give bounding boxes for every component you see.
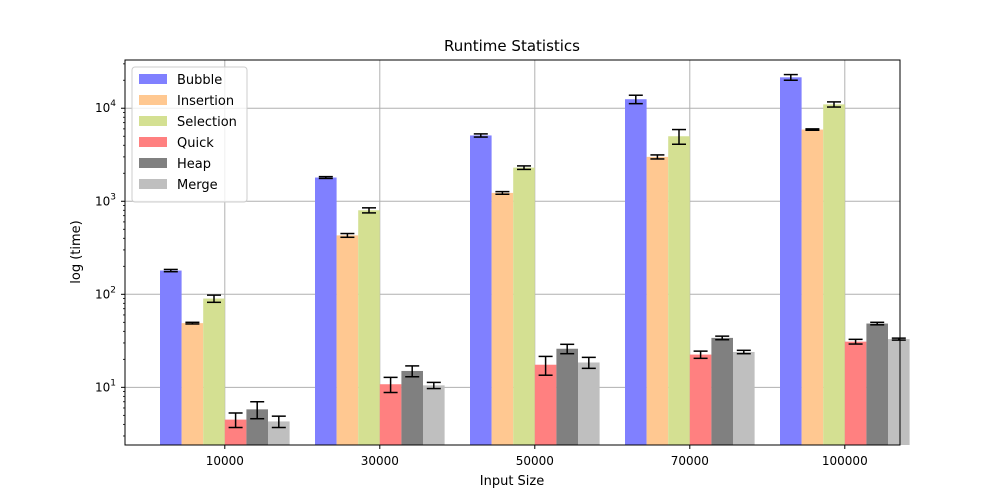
error-bar-merge-70000 <box>736 349 751 355</box>
bar-heap-50000 <box>556 348 578 445</box>
x-tick-label-4: 100000 <box>822 454 868 468</box>
error-bar-insertion-10000 <box>185 321 200 325</box>
bar-bubble-30000 <box>315 177 337 445</box>
error-bar-selection-50000 <box>517 165 531 171</box>
bar-quick-30000 <box>379 384 402 445</box>
bar-insertion-70000 <box>646 156 669 445</box>
bars <box>160 77 910 446</box>
bar-heap-100000 <box>866 323 888 445</box>
error-bar-insertion-100000 <box>805 128 820 131</box>
x-ticks: 10000 30000 50000 70000 100000 <box>206 445 868 468</box>
error-bar-quick-50000 <box>538 355 553 376</box>
error-bar-merge-100000 <box>891 337 906 341</box>
bar-bubble-100000 <box>780 77 802 445</box>
x-tick-label-3: 70000 <box>671 454 709 468</box>
bar-merge-30000 <box>423 385 445 445</box>
legend-label-heap: Heap <box>177 157 211 172</box>
x-axis-label: Input Size <box>480 474 544 489</box>
legend-swatch-heap <box>139 158 167 168</box>
error-bar-quick-100000 <box>848 338 863 345</box>
error-bar-insertion-70000 <box>650 154 665 160</box>
bar-merge-100000 <box>888 339 910 445</box>
legend-label-quick: Quick <box>177 136 214 151</box>
chart-title: Runtime Statistics <box>444 37 580 55</box>
bar-bubble-50000 <box>470 135 492 446</box>
legend: Bubble Insertion Selection Quick Heap Merge <box>131 66 248 203</box>
legend-label-merge: Merge <box>177 178 218 193</box>
error-bar-heap-10000 <box>250 401 265 420</box>
bar-quick-10000 <box>224 419 247 445</box>
bar-merge-50000 <box>578 362 600 445</box>
bar-bubble-10000 <box>160 270 182 445</box>
bar-heap-70000 <box>711 337 733 445</box>
bar-selection-70000 <box>668 136 690 446</box>
legend-label-selection: Selection <box>177 115 237 130</box>
bar-quick-70000 <box>689 354 712 445</box>
y-axis-label: log (time) <box>69 220 84 283</box>
y-tick-label-1: 102 <box>95 285 116 301</box>
error-bar-selection-100000 <box>827 101 841 108</box>
plot-frame <box>124 59 901 446</box>
error-bar-merge-30000 <box>426 381 441 390</box>
legend-swatch-quick <box>139 137 167 147</box>
error-bar-heap-70000 <box>715 335 730 341</box>
bar-insertion-100000 <box>801 129 824 445</box>
y-ticks: 101 102 103 104 <box>95 63 125 437</box>
error-bar-selection-30000 <box>362 207 376 214</box>
error-bar-insertion-30000 <box>340 232 355 239</box>
bar-selection-10000 <box>203 298 225 445</box>
bar-quick-100000 <box>844 341 867 445</box>
legend-label-insertion: Insertion <box>177 94 234 109</box>
error-bar-merge-50000 <box>581 356 596 370</box>
bar-insertion-50000 <box>491 192 514 445</box>
error-bar-bubble-100000 <box>783 73 798 81</box>
y-tick-label-2: 103 <box>95 192 116 208</box>
error-bar-quick-10000 <box>228 412 243 429</box>
y-tick-label-3: 104 <box>95 99 116 115</box>
error-bar-heap-50000 <box>560 343 575 355</box>
bar-quick-50000 <box>534 364 557 445</box>
x-tick-label-1: 30000 <box>361 454 399 468</box>
error-bar-bubble-30000 <box>318 175 333 180</box>
bar-bubble-70000 <box>625 99 647 445</box>
bar-insertion-30000 <box>336 235 359 445</box>
legend-label-bubble: Bubble <box>177 73 222 88</box>
error-bars <box>163 73 906 429</box>
error-bar-bubble-70000 <box>628 94 643 105</box>
bar-selection-30000 <box>358 210 380 445</box>
error-bar-quick-30000 <box>383 376 398 394</box>
bar-insertion-10000 <box>181 323 204 445</box>
error-bar-quick-70000 <box>693 350 708 360</box>
bar-heap-30000 <box>401 370 423 445</box>
bar-merge-70000 <box>733 351 755 445</box>
error-bar-selection-10000 <box>207 294 221 304</box>
error-bar-heap-100000 <box>870 321 885 326</box>
legend-swatch-insertion <box>139 95 167 105</box>
error-bar-heap-30000 <box>405 365 420 378</box>
error-bar-selection-70000 <box>672 128 686 146</box>
error-bar-insertion-50000 <box>495 190 510 195</box>
legend-swatch-selection <box>139 116 167 126</box>
legend-swatch-merge <box>139 179 167 189</box>
x-tick-label-2: 50000 <box>516 454 554 468</box>
legend-swatch-bubble <box>139 74 167 84</box>
bar-selection-50000 <box>513 167 535 446</box>
error-bar-merge-10000 <box>271 415 286 429</box>
error-bar-bubble-50000 <box>473 133 488 138</box>
error-bar-bubble-10000 <box>163 268 178 273</box>
x-tick-label-0: 10000 <box>206 454 244 468</box>
y-tick-label-0: 101 <box>95 378 116 394</box>
bar-selection-100000 <box>823 104 845 445</box>
